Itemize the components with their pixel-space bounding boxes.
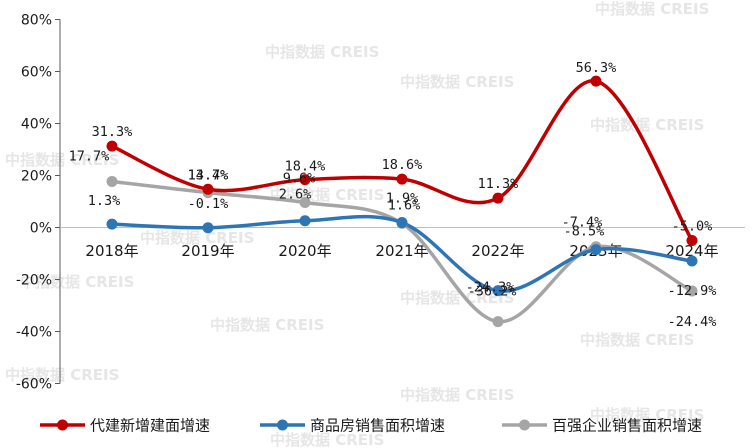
watermark-text: 中指数据 CREIS [590, 406, 704, 424]
data-label-daijian: 18.4% [285, 159, 326, 175]
y-tick-label: 0% [30, 221, 52, 237]
data-labels: 31.3% 14.7% 18.4% 18.6% 11.3% 56.3% -5.0% 1.3% -… [69, 60, 717, 330]
data-label-daijian: 18.6% [382, 157, 423, 173]
x-tick-label: 2021年 [375, 242, 428, 260]
data-label-shangpinfang: 1.3% [88, 193, 121, 209]
data-point-shangpinfang [396, 217, 408, 229]
data-point-baiqiang [299, 197, 311, 209]
data-point-baiqiang [492, 316, 504, 328]
data-label-baiqiang: 17.7% [69, 148, 110, 164]
watermark-text: 中指数据 CREIS [590, 116, 704, 134]
legend-marker-daijian [57, 419, 68, 431]
watermark-text: 中指数据 CREIS [140, 229, 254, 247]
y-tick-label: -60% [16, 377, 52, 393]
data-label-shangpinfang: 2.6% [279, 187, 312, 203]
data-label-baiqiang: 9.6% [283, 171, 316, 187]
y-tick-label: -40% [16, 325, 52, 341]
legend-label-baiqiang: 百强企业销售面积增速 [552, 417, 702, 435]
data-point-daijian [396, 173, 408, 185]
data-label-daijian: 56.3% [576, 60, 617, 76]
legend: 代建新增建面增速 商品房销售面积增速 百强企业销售面积增速 [40, 417, 702, 435]
y-tick-label: 80% [21, 13, 52, 29]
data-point-daijian [202, 183, 214, 195]
data-point-daijian [106, 140, 118, 152]
watermark-text: 中指数据 CREIS [5, 366, 119, 384]
watermark-text: 中指数据 CREIS [270, 431, 384, 448]
data-point-shangpinfang [492, 285, 504, 297]
y-tick-label: 20% [21, 169, 52, 185]
data-point-shangpinfang [686, 255, 698, 267]
legend-label-daijian: 代建新增建面增速 [90, 417, 210, 435]
data-label-baiqiang: 1.6% [388, 197, 421, 213]
data-label-baiqiang: -7.4% [562, 215, 603, 231]
series-markers [106, 75, 698, 328]
data-label-daijian: 14.7% [188, 167, 229, 183]
data-label-baiqiang: -24.4% [668, 314, 717, 330]
legend-marker-shangpinfang [277, 419, 288, 431]
data-point-shangpinfang [202, 222, 214, 234]
watermark-text: 中指数据 CREIS [595, 0, 709, 18]
x-tick-label: 2019年 [181, 242, 234, 260]
data-label-baiqiang: -36.2% [468, 284, 517, 300]
data-label-shangpinfang: -8.5% [564, 224, 605, 240]
data-label-shangpinfang: 1.9% [386, 191, 419, 207]
data-label-shangpinfang: -12.9% [668, 283, 717, 299]
watermark-text: 中指数据 CREIS [400, 73, 514, 91]
legend-label-shangpinfang: 商品房销售面积增速 [310, 417, 445, 435]
data-point-shangpinfang [106, 218, 118, 230]
data-point-baiqiang [106, 175, 118, 187]
x-tick-label: 2020年 [278, 242, 331, 260]
data-label-daijian: 11.3% [478, 176, 519, 192]
y-tick-label: -20% [16, 273, 52, 289]
data-label-baiqiang: 13.4% [188, 168, 229, 184]
data-point-daijian [492, 192, 504, 204]
y-tick-label: 40% [21, 117, 52, 133]
data-label-daijian: -5.0% [672, 219, 713, 235]
watermark-text: 中指数据 CREIS [210, 316, 324, 334]
watermark-text: 中指数据 CREIS [265, 43, 379, 61]
x-tick-label: 2022年 [471, 242, 524, 260]
watermark-text: 中指数据 CREIS [400, 289, 514, 307]
data-label-shangpinfang: -0.1% [188, 196, 229, 212]
data-point-daijian [686, 235, 698, 246]
data-point-daijian [590, 75, 602, 87]
x-tick-label: 2018年 [85, 242, 138, 260]
watermark-text: 中指数据 CREIS [400, 386, 514, 404]
watermark-layer: 中指数据 CREIS 中指数据 CREIS 中指数据 CREIS 中指数据 CREIS… [5, 0, 709, 448]
data-point-shangpinfang [299, 215, 311, 227]
y-tick-label: 60% [21, 65, 52, 81]
legend-marker-baiqiang [519, 419, 530, 431]
data-point-daijian [299, 174, 311, 186]
x-tick-label: 2024年 [665, 242, 718, 260]
watermark-text: 中指数据 CREIS [270, 186, 384, 204]
data-label-daijian: 31.3% [92, 124, 133, 140]
watermark-text: 中指数据 CREIS [20, 273, 134, 291]
data-label-shangpinfang: -24.3% [466, 280, 515, 296]
watermark-text: 中指数据 CREIS [5, 151, 119, 169]
watermark-text: 中指数据 CREIS [580, 331, 694, 349]
data-point-baiqiang [686, 285, 698, 297]
data-point-shangpinfang [590, 244, 602, 256]
